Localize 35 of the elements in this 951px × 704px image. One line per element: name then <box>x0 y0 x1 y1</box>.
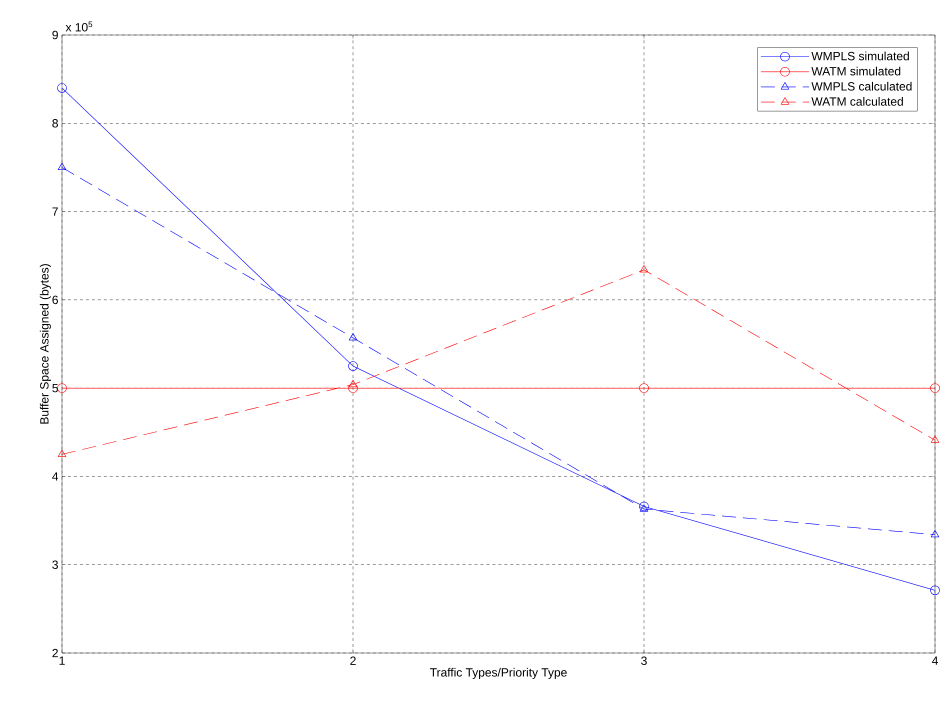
point <box>348 383 358 393</box>
point <box>58 162 66 170</box>
point <box>348 333 358 340</box>
x-axis-title: Traffic Types/Priority Type <box>430 668 567 679</box>
legend-label: WATM calculated <box>811 96 903 106</box>
y-tick-label: 9 <box>52 30 58 40</box>
point <box>57 383 67 393</box>
y-tick-label: 4 <box>52 472 58 481</box>
point <box>640 504 648 512</box>
x-tick-label: 4 <box>932 656 938 665</box>
y-tick-label: 7 <box>52 207 58 216</box>
y-tick-label: 6 <box>52 296 58 304</box>
y-tick-label: 8 <box>52 119 58 128</box>
legend-label: WMPLS simulated <box>811 52 909 60</box>
text: x 10$^{5}$ <box>66 22 92 32</box>
y-axis-title: Buffer Space Assigned (bytes) <box>40 264 51 424</box>
legend-label: WATM simulated <box>811 66 900 76</box>
y-tick-label: 5 <box>52 384 58 392</box>
point <box>639 502 649 512</box>
point <box>930 383 940 393</box>
point <box>58 450 66 457</box>
point <box>639 383 649 393</box>
point <box>930 435 940 443</box>
x-tick-label: 2 <box>350 656 356 665</box>
y-tick-label: 2 <box>52 648 58 658</box>
point <box>930 586 940 596</box>
point <box>348 380 358 388</box>
point <box>640 265 648 272</box>
point <box>930 530 940 538</box>
x-tick-label: 1 <box>60 656 65 665</box>
point <box>57 83 67 93</box>
x-tick-label: 3 <box>641 656 647 665</box>
legend-label: WMPLS calculated <box>811 82 912 91</box>
y-tick-label: 3 <box>52 560 58 569</box>
point <box>348 361 358 371</box>
